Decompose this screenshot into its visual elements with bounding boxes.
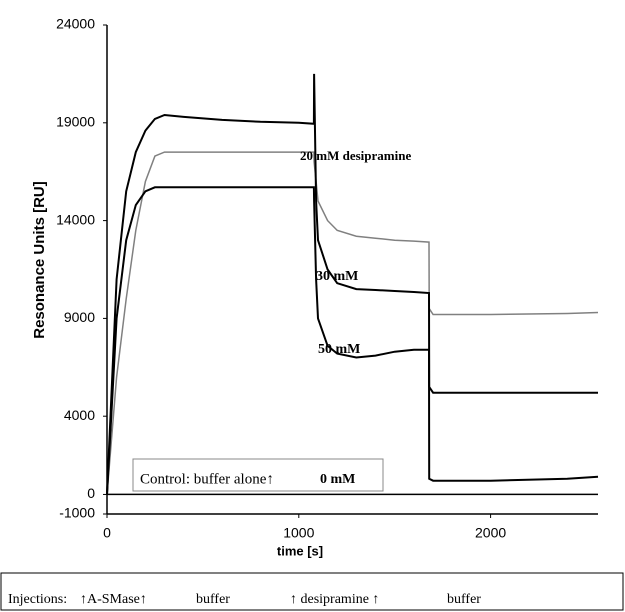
x-tick-label: 2000 xyxy=(475,525,506,541)
injection-label: buffer xyxy=(447,592,481,607)
series-label: 30 mM xyxy=(316,269,358,284)
y-axis-title: Resonance Units [RU] xyxy=(31,181,48,339)
y-tick-label: 4000 xyxy=(64,407,95,423)
y-tick-label: 0 xyxy=(87,485,95,501)
series-line xyxy=(106,151,599,495)
y-tick-label: -1000 xyxy=(59,505,95,521)
series-label: 20 mM desipramine xyxy=(300,148,411,163)
x-tick-label: 1000 xyxy=(283,525,314,541)
control-label: Control: buffer alone↑ xyxy=(140,471,274,487)
injection-label: Injections: xyxy=(8,592,67,607)
y-tick-label: 19000 xyxy=(56,114,95,130)
control-box xyxy=(132,458,384,492)
injection-label: ↑A-SMase↑ xyxy=(80,592,147,607)
series-label: 50 mM xyxy=(318,342,360,357)
x-axis-title: time [s] xyxy=(277,543,323,558)
injection-label: ↑ desipramine ↑ xyxy=(290,592,379,607)
y-tick-label: 9000 xyxy=(64,309,95,325)
injection-label: buffer xyxy=(196,592,230,607)
injections-box xyxy=(0,572,624,611)
y-tick-label: 24000 xyxy=(56,16,95,32)
x-tick-label: 0 xyxy=(103,525,111,541)
series-label: 0 mM xyxy=(320,472,355,487)
series-line xyxy=(106,186,599,495)
y-tick-label: 14000 xyxy=(56,211,95,227)
